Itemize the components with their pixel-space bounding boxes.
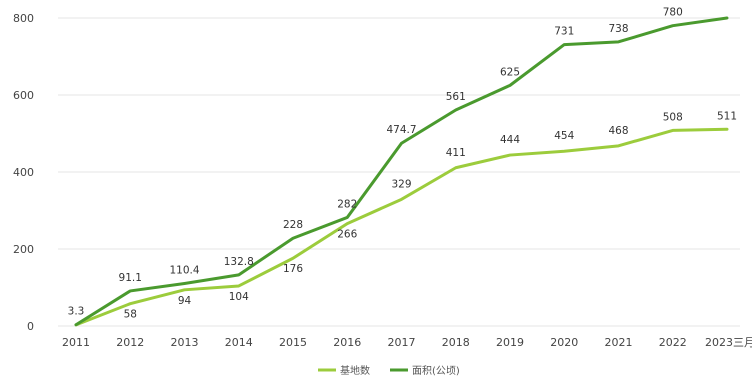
x-tick-label: 2017 xyxy=(388,336,416,349)
y-tick-label: 400 xyxy=(13,166,34,179)
data-label: 508 xyxy=(663,111,683,123)
data-label: 731 xyxy=(554,26,574,38)
data-label: 474.7 xyxy=(386,124,416,136)
x-tick-label: 2018 xyxy=(442,336,470,349)
data-label: 282 xyxy=(337,198,357,210)
x-tick-label: 2016 xyxy=(333,336,361,349)
x-tick-label: 2013 xyxy=(171,336,199,349)
series-line xyxy=(74,127,729,327)
data-label: 511 xyxy=(717,110,737,122)
x-tick-label: 2014 xyxy=(225,336,253,349)
data-label: 132.8 xyxy=(224,256,254,268)
legend-label: 基地数 xyxy=(340,364,370,377)
data-label: 58 xyxy=(124,309,137,321)
data-label: 91.1 xyxy=(119,272,142,284)
data-label: 104 xyxy=(229,291,249,303)
data-label: 411 xyxy=(446,147,466,159)
legend: 基地数 面积(公顷) xyxy=(318,364,460,377)
data-label: 110.4 xyxy=(169,264,199,276)
x-tick-label: 2021 xyxy=(605,336,633,349)
x-tick-label: 2019 xyxy=(496,336,524,349)
data-labels: 58 94 104 176 266 329 411 444 454 468 508 511 3.3 91.… xyxy=(68,7,737,321)
series-group xyxy=(74,16,729,327)
x-tick-label: 2012 xyxy=(116,336,144,349)
data-label: 625 xyxy=(500,66,520,78)
x-tick-label: 2020 xyxy=(550,336,578,349)
data-label: 738 xyxy=(608,23,628,35)
data-label: 561 xyxy=(446,91,466,103)
y-tick-label: 0 xyxy=(27,320,34,333)
data-label: 780 xyxy=(663,7,683,19)
y-tick-label: 200 xyxy=(13,243,34,256)
series-line xyxy=(74,16,729,327)
data-label: 454 xyxy=(554,130,574,142)
x-tick-label: 2011 xyxy=(62,336,90,349)
data-label: 468 xyxy=(608,125,628,137)
data-label: 266 xyxy=(337,229,357,241)
x-tick-label: 2022 xyxy=(659,336,687,349)
data-label: 176 xyxy=(283,263,303,275)
y-tick-label: 600 xyxy=(13,89,34,102)
data-label: 329 xyxy=(391,178,411,190)
y-axis: 0 200 400 600 800 xyxy=(13,12,34,333)
grid xyxy=(58,17,740,327)
data-label: 444 xyxy=(500,134,520,146)
data-label: 94 xyxy=(178,295,192,307)
data-label: 3.3 xyxy=(68,306,85,318)
legend-label: 面积(公顷) xyxy=(412,365,460,377)
x-tick-label: 2015 xyxy=(279,336,307,349)
data-label: 228 xyxy=(283,219,303,231)
x-tick-label: 2023三月 xyxy=(705,336,752,349)
y-tick-label: 800 xyxy=(13,12,34,25)
x-axis: 2011 2012 2013 2014 2015 2016 2017 2018 2019 2020… xyxy=(62,336,752,349)
